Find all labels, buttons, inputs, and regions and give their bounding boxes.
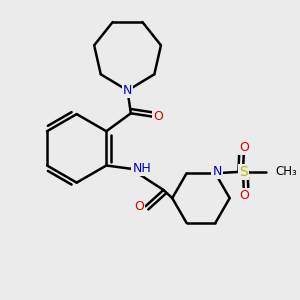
Text: O: O: [134, 200, 144, 213]
Text: O: O: [239, 189, 249, 202]
Text: S: S: [239, 165, 248, 178]
Text: N: N: [212, 165, 222, 178]
Text: NH: NH: [132, 162, 151, 175]
Text: N: N: [123, 84, 132, 97]
Text: CH₃: CH₃: [275, 165, 297, 178]
Text: O: O: [153, 110, 163, 123]
Text: O: O: [239, 141, 249, 154]
